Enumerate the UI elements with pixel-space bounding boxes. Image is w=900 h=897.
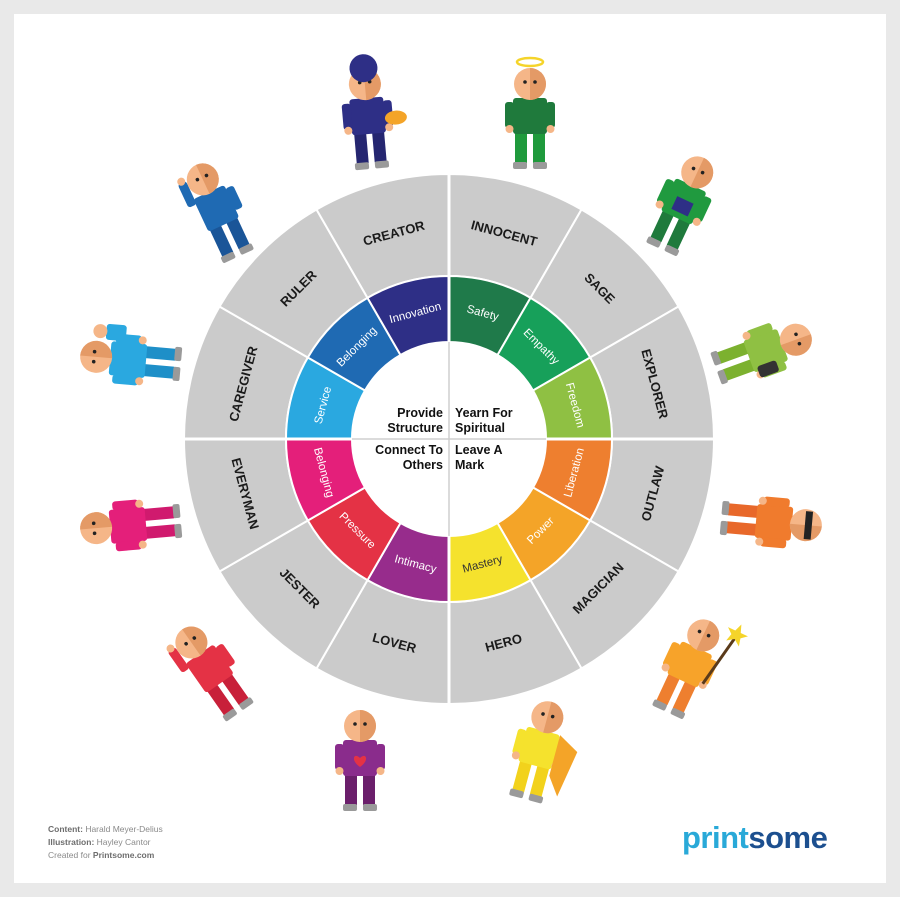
printsome-logo: printsome <box>682 820 828 856</box>
jester-character-icon <box>166 626 254 722</box>
everyman-character-icon <box>80 499 183 552</box>
center-label-2-line2: Others <box>403 458 443 472</box>
center-label-1-line2: Spiritual <box>455 421 505 435</box>
archetype-wheel: INNOCENTSAGEEXPLOREROUTLAWMAGICIANHEROLO… <box>80 54 822 811</box>
credit-content: Content: Harald Meyer-Delius <box>48 824 163 834</box>
innocent-character-icon <box>505 56 555 169</box>
explorer-character-icon <box>710 323 812 385</box>
center-label-0-line2: Structure <box>387 421 443 435</box>
credit-illustration: Illustration: Hayley Cantor <box>48 837 151 847</box>
poster-card: INNOCENT SAGE EXPLORER OUTLAW MAGICIAN HERO LO… <box>14 14 886 883</box>
caregiver-character-icon <box>80 323 183 386</box>
center-label-3-line2: Mark <box>455 458 484 472</box>
credit-created-for: Created for Printsome.com <box>48 850 155 860</box>
logo-print: print <box>682 820 749 855</box>
credits: Content: Harald Meyer-Delius Illustratio… <box>48 823 163 862</box>
lover-character-icon <box>335 710 385 811</box>
creator-character-icon <box>341 54 407 171</box>
logo-some: some <box>748 820 828 855</box>
hero-character-icon <box>509 701 578 804</box>
outlaw-character-icon <box>719 496 822 549</box>
center-label-2-line1: Connect To <box>375 443 443 457</box>
center-label-1-line1: Yearn For <box>455 406 513 420</box>
center-label-3-line1: Leave A <box>455 443 502 457</box>
ruler-character-icon <box>177 163 254 263</box>
magician-character-icon <box>652 619 748 719</box>
center-label-0-line1: Provide <box>397 406 443 420</box>
sage-character-icon <box>646 156 714 256</box>
